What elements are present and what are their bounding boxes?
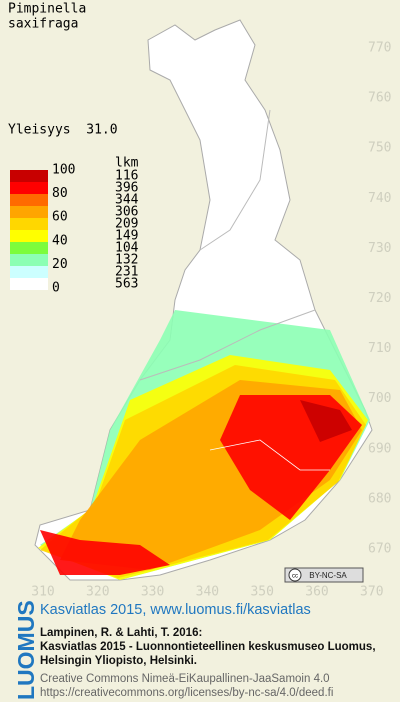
legend-swatch [10, 266, 48, 278]
license-link[interactable]: https://creativecommons.org/licenses/by-… [40, 687, 333, 699]
north-tick-label: 680 [368, 491, 391, 506]
east-tick-label: 320 [86, 585, 109, 600]
citation: Kasviatlas 2015 - Luonnontieteellinen ke… [40, 641, 376, 653]
frequency: Yleisyys 31.0 [8, 123, 118, 138]
citation: Helsingin Yliopisto, Helsinki. [40, 655, 197, 667]
north-tick-label: 750 [368, 141, 391, 156]
legend-count: 344 [115, 193, 139, 208]
legend-count: 132 [115, 253, 138, 268]
legend-scale-label: 40 [52, 233, 68, 248]
license-badge-text: BY-NC-SA [309, 571, 347, 580]
occurrence-area [300, 400, 352, 442]
legend-count: 116 [115, 169, 138, 184]
north-tick-label: 710 [368, 341, 391, 356]
north-tick-label: 690 [368, 441, 391, 456]
north-tick-label: 770 [368, 41, 391, 56]
cc-icon [288, 568, 302, 582]
north-tick-label: 760 [368, 91, 391, 106]
east-tick-label: 370 [360, 585, 383, 600]
legend-swatch [10, 254, 48, 266]
legend-swatch [10, 194, 48, 206]
legend-swatch [10, 278, 48, 290]
species-name: saxifraga [8, 17, 78, 32]
legend-swatch [10, 242, 48, 254]
legend-count: 306 [115, 205, 138, 220]
citation: Lampinen, R. & Lahti, T. 2016: [40, 627, 202, 639]
east-tick-label: 310 [31, 585, 54, 600]
legend-count: 231 [115, 265, 138, 280]
legend-swatch [10, 230, 48, 242]
legend-scale-label: 0 [52, 281, 60, 296]
legend-scale-label: 100 [52, 163, 75, 178]
north-tick-label: 670 [368, 542, 391, 557]
occurrence-area [40, 530, 170, 575]
legend-count: 104 [115, 241, 139, 256]
cc-icon-text: cc [292, 574, 298, 580]
border-line [199, 109, 271, 251]
license-badge [284, 567, 364, 583]
map [34, 19, 373, 581]
legend-scale-label: 20 [52, 257, 68, 272]
east-tick-label: 360 [305, 585, 328, 600]
legend-swatch [10, 182, 48, 194]
legend-count: 396 [115, 181, 138, 196]
east-tick-label: 340 [196, 585, 219, 600]
legend-swatch [10, 218, 48, 230]
legend-swatch [10, 206, 48, 218]
north-tick-label: 730 [368, 241, 391, 256]
brand: LUOMUS [13, 600, 39, 700]
east-tick-label: 330 [141, 585, 164, 600]
east-tick-label: 350 [250, 585, 273, 600]
species-name: Pimpinella [8, 2, 86, 17]
legend-count: 563 [115, 277, 138, 292]
north-tick-label: 740 [368, 191, 391, 206]
legend-count: 149 [115, 229, 138, 244]
border-line [209, 439, 330, 471]
site-link[interactable]: Kasviatlas 2015, www.luomus.fi/kasviatla… [40, 602, 311, 618]
legend-swatch [10, 170, 48, 182]
north-tick-label: 720 [368, 291, 391, 306]
license: Creative Commons Nimeä-EiKaupallinen-Jaa… [40, 673, 330, 685]
count-header: lkm [115, 156, 139, 171]
legend-scale-label: 60 [52, 210, 68, 225]
north-tick-label: 700 [368, 391, 391, 406]
legend-count: 209 [115, 217, 138, 232]
legend-scale-label: 80 [52, 186, 68, 201]
border-line [139, 309, 316, 381]
